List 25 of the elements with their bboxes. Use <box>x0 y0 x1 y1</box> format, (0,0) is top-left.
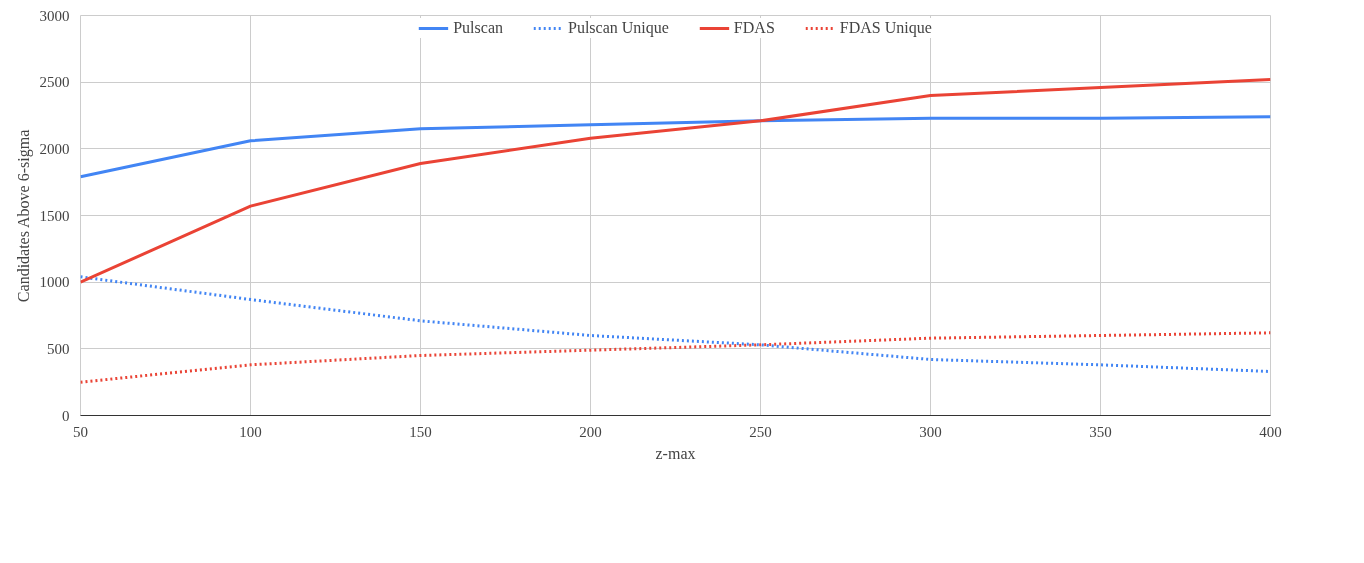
line-series <box>80 331 1271 384</box>
y-tick-label: 0 <box>62 407 70 424</box>
x-tick-label: 200 <box>579 423 602 440</box>
legend-label: FDAS Unique <box>839 19 932 37</box>
x-tick-label: 250 <box>749 423 772 440</box>
x-tick-label: 150 <box>409 423 432 440</box>
x-tick-label: 350 <box>1089 423 1112 440</box>
y-axis-title: Candidates Above 6-sigma <box>14 129 33 303</box>
line-series <box>80 275 1271 373</box>
legend-label: Pulscan Unique <box>567 19 669 37</box>
legend-label: FDAS <box>733 19 775 37</box>
x-tick-label: 50 <box>73 423 88 440</box>
y-tick-label: 1000 <box>39 274 70 291</box>
y-tick-label: 3000 <box>39 7 70 24</box>
y-tick-label: 2000 <box>39 140 70 157</box>
y-tick-label: 1500 <box>39 207 70 224</box>
legend-label: Pulscan <box>453 19 503 37</box>
y-tick-label: 2500 <box>39 74 70 91</box>
x-tick-label: 400 <box>1259 423 1282 440</box>
y-tick-label: 500 <box>47 340 70 357</box>
line-series <box>80 78 1271 284</box>
x-axis-title: z-max <box>655 444 696 462</box>
x-tick-label: 100 <box>239 423 262 440</box>
x-tick-label: 300 <box>919 423 942 440</box>
line-series <box>80 115 1271 179</box>
